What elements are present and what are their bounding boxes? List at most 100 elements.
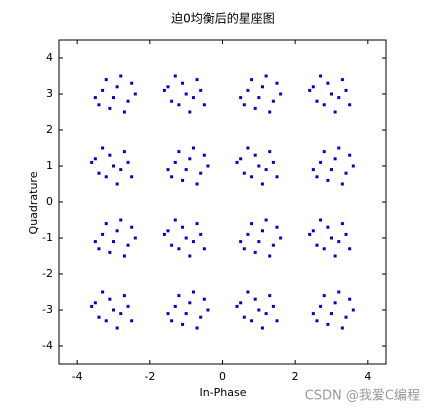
point	[177, 103, 181, 107]
point	[191, 146, 195, 150]
point	[351, 164, 355, 168]
point	[264, 312, 268, 316]
point	[268, 110, 272, 114]
point	[315, 319, 319, 323]
point	[275, 81, 279, 85]
point	[260, 182, 264, 186]
point	[101, 146, 105, 150]
point	[202, 247, 206, 251]
point	[250, 78, 254, 82]
point	[319, 74, 323, 78]
point	[330, 312, 333, 316]
point	[337, 240, 341, 244]
point	[246, 290, 250, 294]
point	[104, 175, 108, 179]
point	[195, 326, 199, 330]
point	[108, 106, 112, 110]
point	[130, 81, 134, 85]
point	[239, 301, 243, 305]
point	[115, 85, 119, 89]
point	[173, 304, 177, 308]
y-tick-label: 4	[46, 51, 53, 64]
y-tick-label: 3	[46, 87, 53, 100]
point	[315, 243, 319, 247]
point	[108, 297, 112, 301]
point	[130, 319, 134, 323]
point	[101, 232, 105, 236]
point	[322, 247, 326, 251]
point	[93, 301, 97, 305]
point	[104, 78, 108, 82]
point	[271, 99, 275, 103]
y-tick-label: 2	[46, 123, 53, 136]
point	[202, 103, 206, 107]
x-tick-label: 0	[219, 370, 226, 383]
point	[112, 164, 115, 168]
point	[184, 92, 188, 96]
x-tick-label: 4	[364, 370, 371, 383]
point	[181, 322, 185, 326]
point	[311, 168, 315, 172]
point	[191, 290, 195, 294]
point	[330, 236, 333, 240]
point	[195, 222, 199, 226]
point	[242, 171, 246, 175]
point	[253, 153, 257, 157]
point	[195, 182, 199, 186]
x-axis-label: In-Phase	[199, 386, 246, 399]
point	[311, 229, 315, 233]
point	[344, 315, 348, 319]
point	[308, 88, 312, 92]
point	[108, 250, 112, 254]
y-tick-label: -2	[42, 267, 53, 280]
point	[271, 243, 275, 247]
point	[253, 250, 257, 254]
point	[322, 294, 326, 298]
point	[279, 92, 283, 96]
point	[195, 78, 199, 82]
point	[166, 229, 170, 233]
point	[90, 304, 94, 308]
point	[170, 243, 174, 247]
point	[340, 222, 344, 226]
point	[122, 150, 126, 154]
y-tick-label: 0	[46, 195, 53, 208]
point	[104, 222, 108, 226]
point	[330, 92, 333, 96]
point	[340, 182, 344, 186]
point	[250, 175, 254, 179]
point	[250, 222, 254, 226]
point	[257, 96, 261, 100]
point	[257, 240, 261, 244]
point	[126, 304, 130, 308]
point	[101, 88, 105, 92]
point	[319, 160, 323, 164]
point	[173, 218, 177, 222]
point	[188, 157, 192, 161]
point	[119, 218, 123, 222]
point	[348, 247, 352, 251]
point	[275, 225, 279, 229]
point	[170, 175, 174, 179]
point	[177, 294, 181, 298]
point	[162, 88, 166, 92]
point	[130, 225, 134, 229]
point	[191, 96, 195, 100]
point	[184, 312, 188, 316]
point	[268, 294, 272, 298]
point	[348, 103, 352, 107]
point	[271, 304, 275, 308]
point	[337, 290, 341, 294]
point	[101, 290, 105, 294]
point	[133, 236, 137, 240]
point	[319, 304, 323, 308]
point	[322, 103, 326, 107]
point	[348, 297, 352, 301]
point	[257, 164, 261, 168]
point	[250, 319, 254, 323]
point	[246, 232, 250, 236]
point	[93, 96, 97, 100]
point	[104, 319, 108, 323]
point	[90, 160, 94, 164]
point	[122, 294, 126, 298]
